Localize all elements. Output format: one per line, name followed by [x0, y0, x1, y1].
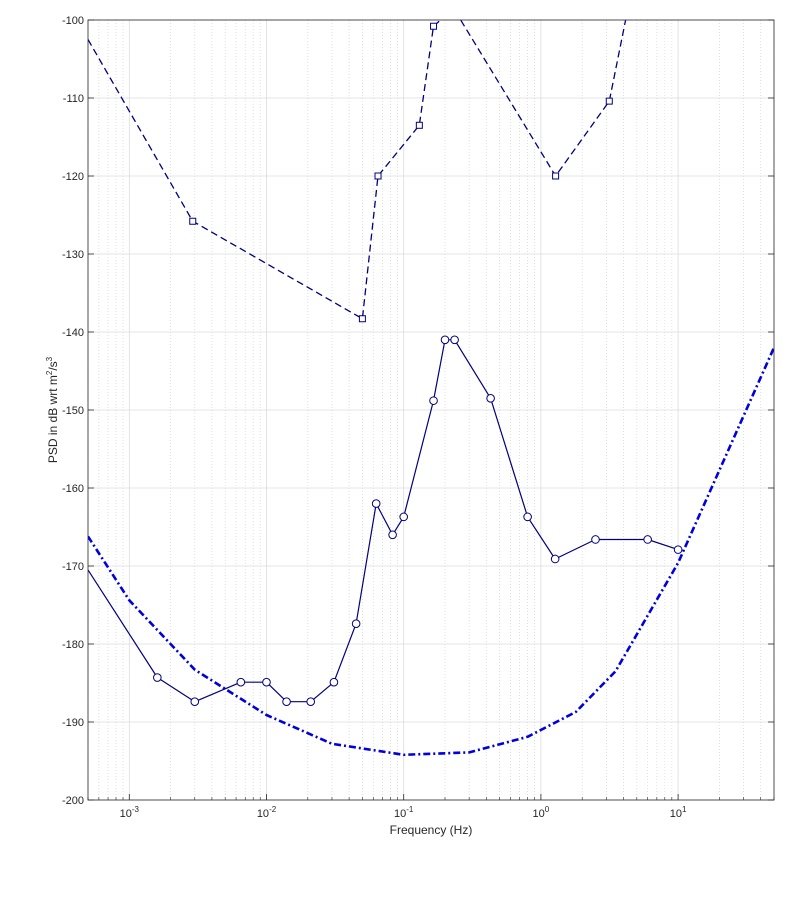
y-tick-label: -170 — [62, 561, 84, 573]
series-1-square-marker — [189, 217, 197, 225]
series-1-line — [88, 20, 627, 320]
y-label-mid: /s — [46, 361, 60, 370]
series-2-circle-marker — [440, 335, 450, 345]
series-3-line — [88, 347, 774, 757]
x-tick-base: 10 — [670, 808, 682, 820]
y-tick-label: -130 — [62, 249, 84, 261]
y-tick-label: -150 — [62, 405, 84, 417]
x-tick-exponent: 1 — [682, 805, 687, 814]
x-tick-label: 101 — [670, 805, 687, 820]
y-label-prefix: PSD in dB wrt m — [46, 375, 60, 463]
series-1-square-marker — [430, 22, 438, 30]
series-1-square-marker — [552, 172, 560, 180]
x-tick-label: 10-3 — [120, 805, 140, 820]
series-2-circle-marker — [329, 677, 339, 687]
series-2-circle-marker — [153, 673, 162, 682]
x-tick-exponent: 0 — [545, 805, 550, 814]
series-2-circle-marker — [643, 535, 652, 544]
x-axis-label: Frequency (Hz) — [390, 823, 473, 837]
x-tick-exponent: -1 — [406, 805, 414, 814]
y-tick-label: -200 — [62, 795, 84, 807]
series-1-square-marker — [358, 315, 366, 323]
x-tick-base: 10 — [533, 808, 545, 820]
series-layer — [88, 20, 774, 757]
series-2-circle-marker — [236, 677, 246, 687]
y-tick-label: -140 — [62, 327, 84, 339]
series-2-circle-marker — [450, 335, 459, 345]
series-2-circle-marker — [591, 535, 600, 544]
axis-ticks: 10-3 10-2 10-1 100 101-100-110-120-130-140-1… — [62, 15, 775, 820]
x-tick-label: 100 — [533, 805, 550, 820]
series-2-circle-marker — [371, 499, 381, 508]
x-tick-label: 10-2 — [257, 805, 277, 820]
y-label-sup2: 3 — [45, 356, 54, 361]
y-label-sup1: 2 — [45, 370, 54, 375]
series-2-circle-marker — [388, 530, 397, 540]
y-tick-label: -160 — [62, 483, 84, 495]
x-tick-label: 10-1 — [394, 805, 414, 820]
x-tick-exponent: -3 — [132, 805, 140, 814]
series-2-circle-marker — [190, 697, 200, 707]
series-2-circle-marker — [351, 619, 361, 629]
series-2-circle-marker — [306, 697, 316, 707]
series-2-circle-marker — [550, 554, 560, 564]
x-tick-base: 10 — [120, 808, 132, 820]
y-tick-label: -110 — [63, 93, 84, 105]
series-2-circle-marker — [523, 512, 532, 522]
y-tick-label: -100 — [62, 15, 84, 27]
y-tick-label: -190 — [62, 717, 84, 729]
series-2-circle-marker — [399, 512, 409, 522]
x-tick-base: 10 — [257, 808, 269, 820]
y-axis-label: PSD in dB wrt m2/s3 — [45, 356, 60, 463]
series-2-circle-marker — [429, 396, 438, 405]
series-2-circle-marker — [486, 394, 495, 403]
series-2-circle-marker — [262, 677, 271, 687]
series-1-square-marker — [374, 172, 382, 180]
series-2-circle-marker — [282, 697, 291, 707]
series-1-square-marker — [605, 97, 613, 105]
x-tick-exponent: -2 — [269, 805, 277, 814]
y-tick-label: -120 — [62, 171, 84, 183]
series-2-circle-marker — [673, 545, 683, 554]
series-1-square-marker — [415, 121, 423, 129]
x-tick-base: 10 — [394, 808, 406, 820]
y-tick-label: -180 — [62, 639, 84, 651]
